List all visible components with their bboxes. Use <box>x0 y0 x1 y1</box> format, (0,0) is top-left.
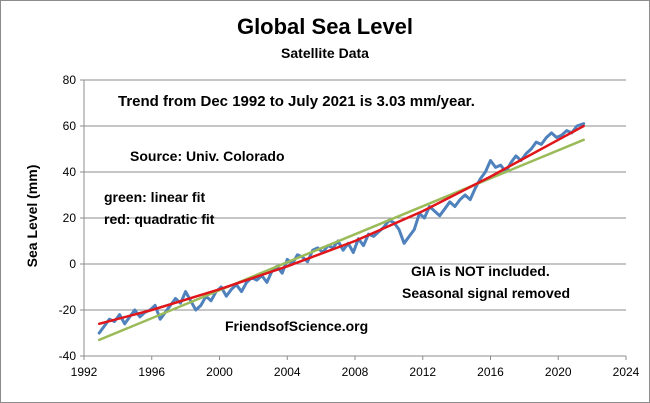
y-tick-label: 20 <box>63 211 77 225</box>
quadratic-fit-line <box>97 124 585 326</box>
trend-annotation: Trend from Dec 1992 to July 2021 is 3.03… <box>118 93 475 110</box>
x-tick-label: 2000 <box>206 365 233 379</box>
y-tick-label: 60 <box>63 119 77 133</box>
green-fit-annotation: green: linear fit <box>104 189 205 205</box>
x-tick-label: 2004 <box>274 365 301 379</box>
chart-subtitle: Satellite Data <box>281 45 369 61</box>
source-annotation: Source: Univ. Colorado <box>130 148 285 164</box>
y-tick-labels: -40 -20 0 20 40 60 80 <box>59 73 84 363</box>
seasonal-annotation: Seasonal signal removed <box>402 285 570 301</box>
x-tick-label: 2020 <box>545 365 572 379</box>
x-tick-label: 1996 <box>138 365 165 379</box>
website-annotation: FriendsofScience.org <box>225 318 368 334</box>
x-tick-labels: 1992 1996 2000 2004 2008 2012 2016 2020 2024 <box>71 356 640 379</box>
x-tick-label: 2008 <box>342 365 369 379</box>
red-fit-annotation: red: quadratic fit <box>104 211 215 227</box>
x-tick-label: 2016 <box>477 365 504 379</box>
linear-fit-line <box>97 138 585 342</box>
x-tick-label: 2024 <box>613 365 640 379</box>
series-group <box>97 122 586 342</box>
y-tick-label: 80 <box>63 73 77 87</box>
y-tick-label: 0 <box>69 257 76 271</box>
chart-title: Global Sea Level <box>237 14 413 39</box>
y-tick-label: -20 <box>59 303 77 317</box>
x-tick-label: 2012 <box>409 365 436 379</box>
gia-annotation: GIA is NOT included. <box>411 263 550 279</box>
y-tick-label: 40 <box>63 165 77 179</box>
y-axis-label: Sea Level (mm) <box>24 165 40 268</box>
y-tick-label: -40 <box>59 349 77 363</box>
x-tick-label: 1992 <box>71 365 98 379</box>
